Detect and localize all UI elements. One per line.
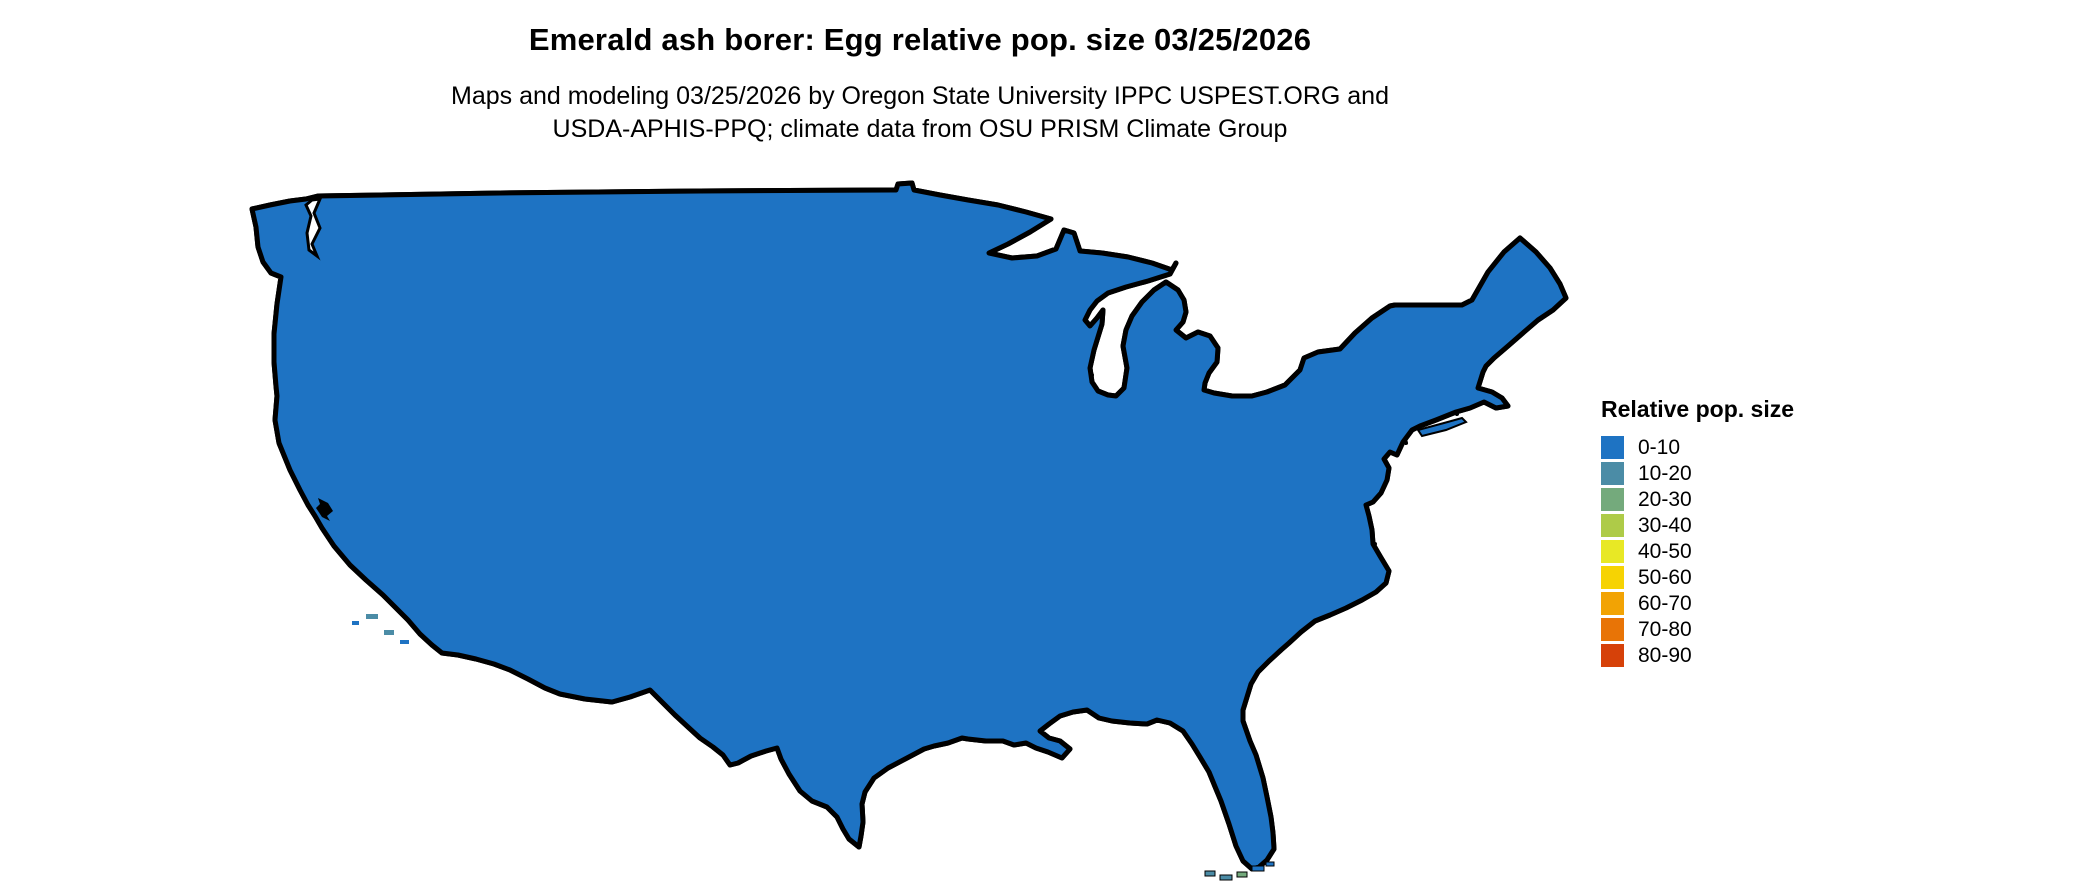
- channel-islands: [352, 614, 409, 644]
- map-subtitle-line1: Maps and modeling 03/25/2026 by Oregon S…: [451, 82, 1389, 110]
- map-subtitle-line2: USDA-APHIS-PPQ; climate data from OSU PR…: [552, 115, 1288, 143]
- legend-swatch-80-90: [1601, 643, 1624, 667]
- legend-label: 80-90: [1638, 643, 1692, 667]
- legend-swatch-40-50: [1601, 539, 1624, 563]
- page-title: Emerald ash borer: Egg relative pop. siz…: [528, 22, 1312, 57]
- legend-swatch-60-70: [1601, 591, 1624, 615]
- legend-title: Relative pop. size: [1601, 396, 1795, 422]
- sf-bay: [316, 498, 333, 521]
- legend-item: 20-30: [1601, 486, 1794, 512]
- legend-item: 80-90: [1601, 642, 1794, 668]
- legend-item: 70-80: [1601, 616, 1794, 642]
- legend-item: 0-10: [1601, 434, 1794, 460]
- legend-swatch-10-20: [1601, 461, 1624, 485]
- legend-item: 30-40: [1601, 512, 1794, 538]
- legend-label: 70-80: [1638, 617, 1692, 641]
- long-island: [1416, 416, 1468, 438]
- legend-swatch-0-10: [1601, 435, 1624, 459]
- legend-label: 30-40: [1638, 513, 1692, 537]
- puget-sound: [304, 197, 323, 261]
- legend: Relative pop. size 0-10 10-20 20-30 30-4…: [1601, 396, 1794, 668]
- legend-label: 0-10: [1638, 435, 1681, 459]
- legend-label: 60-70: [1638, 591, 1692, 615]
- legend-item: 10-20: [1601, 460, 1794, 486]
- legend-swatch-30-40: [1601, 513, 1624, 537]
- legend-label: 50-60: [1638, 565, 1692, 589]
- legend-label: 10-20: [1638, 461, 1692, 485]
- legend-label: 40-50: [1638, 539, 1692, 563]
- legend-swatch-70-80: [1601, 617, 1624, 641]
- us-outline-stroke: [252, 183, 1566, 869]
- florida-keys: [1204, 861, 1275, 881]
- legend-label: 20-30: [1638, 487, 1692, 511]
- legend-swatch-50-60: [1601, 565, 1624, 589]
- legend-item: 60-70: [1601, 590, 1794, 616]
- legend-swatch-20-30: [1601, 487, 1624, 511]
- legend-item: 50-60: [1601, 564, 1794, 590]
- map-header: Emerald ash borer: Egg relative pop. siz…: [0, 22, 1840, 146]
- legend-item: 40-50: [1601, 538, 1794, 564]
